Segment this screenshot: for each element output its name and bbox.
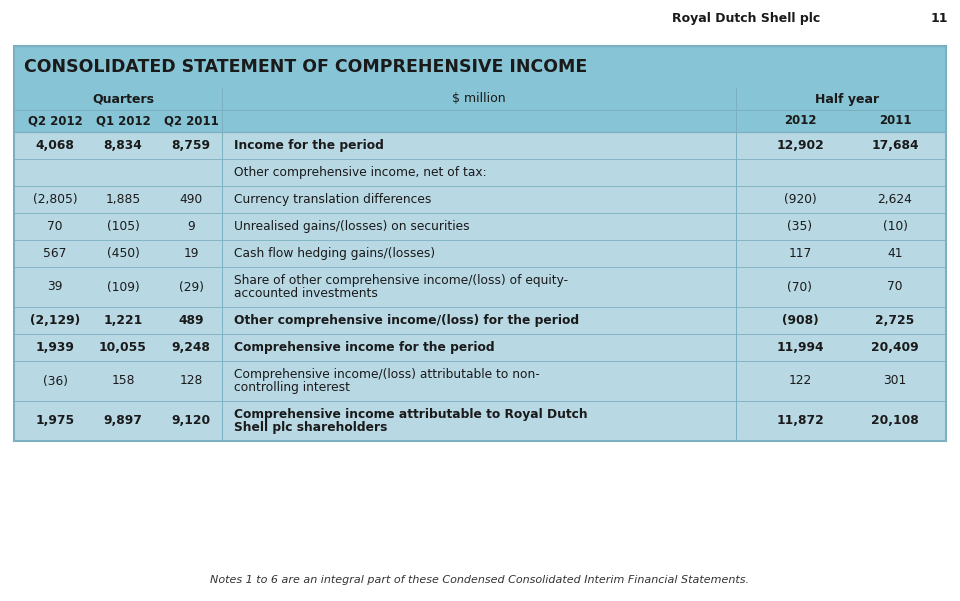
Text: 490: 490 [180, 193, 203, 206]
Bar [14, 46, 946, 441]
Text: 158: 158 [111, 374, 134, 388]
Bar [14, 267, 946, 307]
Text: 8,759: 8,759 [172, 139, 210, 152]
Text: (109): (109) [107, 281, 139, 293]
Bar [14, 186, 946, 213]
Text: (450): (450) [107, 247, 139, 260]
Text: (2,129): (2,129) [30, 314, 80, 327]
Text: 70: 70 [47, 220, 62, 233]
Bar [14, 361, 946, 401]
Text: 11,994: 11,994 [777, 341, 824, 354]
Text: 2,725: 2,725 [876, 314, 915, 327]
Bar [14, 46, 946, 88]
Text: Other comprehensive income/(loss) for the period: Other comprehensive income/(loss) for th… [234, 314, 579, 327]
Bar [14, 307, 946, 334]
Text: Quarters: Quarters [92, 93, 154, 106]
Bar [14, 334, 946, 361]
Text: Cash flow hedging gains/(losses): Cash flow hedging gains/(losses) [234, 247, 435, 260]
Bar [14, 159, 946, 186]
Text: 20,409: 20,409 [871, 341, 919, 354]
Text: 2012: 2012 [783, 115, 816, 127]
Text: (35): (35) [787, 220, 812, 233]
Text: 1,221: 1,221 [104, 314, 143, 327]
Text: Q1 2012: Q1 2012 [96, 115, 151, 127]
Text: 1,939: 1,939 [36, 341, 75, 354]
Text: 9: 9 [187, 220, 195, 233]
Text: Share of other comprehensive income/(loss) of equity-: Share of other comprehensive income/(los… [234, 274, 568, 287]
Text: 489: 489 [179, 314, 204, 327]
Text: (105): (105) [107, 220, 139, 233]
Text: Comprehensive income/(loss) attributable to non-: Comprehensive income/(loss) attributable… [234, 368, 540, 381]
Text: (2,805): (2,805) [33, 193, 78, 206]
Text: 39: 39 [47, 281, 62, 293]
Text: controlling interest: controlling interest [234, 381, 350, 394]
Text: 8,834: 8,834 [104, 139, 142, 152]
Text: Q2 2012: Q2 2012 [28, 115, 83, 127]
Text: (36): (36) [42, 374, 67, 388]
Text: Other comprehensive income, net of tax:: Other comprehensive income, net of tax: [234, 166, 487, 179]
Bar [14, 401, 946, 441]
Text: 70: 70 [887, 281, 902, 293]
Text: (908): (908) [781, 314, 818, 327]
Text: 1,975: 1,975 [36, 415, 75, 427]
Text: 9,248: 9,248 [172, 341, 210, 354]
Text: Shell plc shareholders: Shell plc shareholders [234, 421, 388, 434]
Text: Half year: Half year [815, 93, 879, 106]
Text: 20,108: 20,108 [871, 415, 919, 427]
Bar [14, 132, 946, 159]
Text: 4,068: 4,068 [36, 139, 75, 152]
Text: 41: 41 [887, 247, 902, 260]
Text: Royal Dutch Shell plc: Royal Dutch Shell plc [672, 12, 820, 25]
Text: Q2 2011: Q2 2011 [163, 115, 218, 127]
Text: Income for the period: Income for the period [234, 139, 384, 152]
Text: 1,885: 1,885 [106, 193, 140, 206]
Text: 117: 117 [788, 247, 811, 260]
Text: 19: 19 [183, 247, 199, 260]
Text: (10): (10) [882, 220, 907, 233]
Text: 2011: 2011 [878, 115, 911, 127]
Text: 128: 128 [180, 374, 203, 388]
Text: 2,624: 2,624 [877, 193, 912, 206]
Bar [14, 240, 946, 267]
Text: Comprehensive income for the period: Comprehensive income for the period [234, 341, 494, 354]
Text: Comprehensive income attributable to Royal Dutch: Comprehensive income attributable to Roy… [234, 408, 588, 421]
Text: 122: 122 [788, 374, 811, 388]
Text: $ million: $ million [452, 93, 506, 106]
Text: 567: 567 [43, 247, 66, 260]
Text: (920): (920) [783, 193, 816, 206]
Text: accounted investments: accounted investments [234, 287, 378, 300]
Text: 9,120: 9,120 [172, 415, 210, 427]
Text: (29): (29) [179, 281, 204, 293]
Bar [14, 213, 946, 240]
Text: 301: 301 [883, 374, 906, 388]
Text: (70): (70) [787, 281, 812, 293]
Text: Notes 1 to 6 are an integral part of these Condensed Consolidated Interim Financ: Notes 1 to 6 are an integral part of the… [210, 575, 750, 585]
Text: 12,902: 12,902 [776, 139, 824, 152]
Text: 10,055: 10,055 [99, 341, 147, 354]
Text: 11: 11 [930, 12, 948, 25]
Bar [14, 88, 946, 132]
Text: 17,684: 17,684 [872, 139, 919, 152]
Text: Currency translation differences: Currency translation differences [234, 193, 431, 206]
Text: 11,872: 11,872 [776, 415, 824, 427]
Text: Unrealised gains/(losses) on securities: Unrealised gains/(losses) on securities [234, 220, 469, 233]
Text: CONSOLIDATED STATEMENT OF COMPREHENSIVE INCOME: CONSOLIDATED STATEMENT OF COMPREHENSIVE … [24, 58, 588, 76]
Text: 9,897: 9,897 [104, 415, 142, 427]
